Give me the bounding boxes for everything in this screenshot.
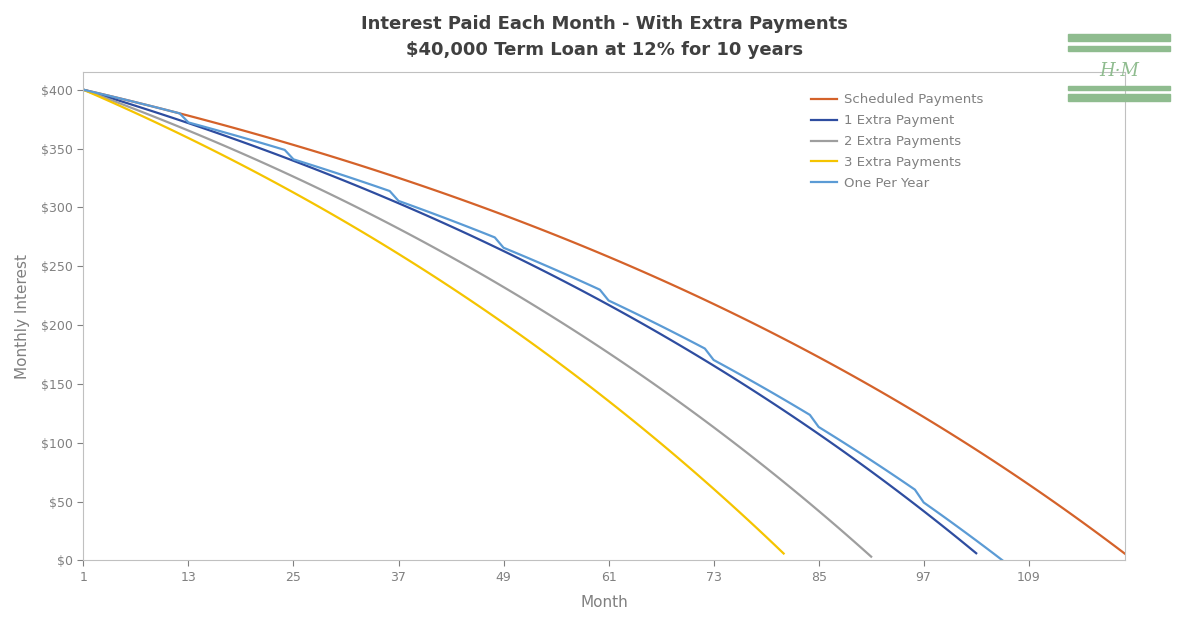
2 Extra Payments [173,123,187,131]
One Per Year [77,86,91,94]
One Per Year [610,301,624,308]
3 Extra Payments [461,296,475,303]
2 Extra Payments [846,538,860,545]
One Per Year [619,305,634,312]
2 Extra Payments [77,86,91,94]
Scheduled Payments [77,86,91,94]
One Per Year [672,331,686,339]
One Per Year [995,557,1009,564]
1 Extra Payment [882,481,896,488]
One Per Year [707,356,721,364]
One Per Year [872,462,887,470]
3 Extra Payments [707,485,721,492]
1 Extra Payment [890,488,905,495]
3 Extra Payments [593,391,607,398]
Scheduled Payments [899,402,913,410]
2 Extra Payments [838,530,852,538]
Bar [1068,86,1170,90]
Scheduled Payments [1118,550,1133,558]
Scheduled Payments [794,344,809,352]
Title: Interest Paid Each Month - With Extra Payments
$40,000 Term Loan at 12% for 10 y: Interest Paid Each Month - With Extra Pa… [361,15,847,59]
2 Extra Payments [864,553,878,561]
3 Extra Payments [776,550,791,558]
One Per Year [102,92,116,99]
1 Extra Payment [322,171,336,178]
Scheduled Payments [295,144,310,151]
Line: 2 Extra Payments: 2 Extra Payments [84,90,871,557]
Bar [1068,34,1170,41]
1 Extra Payment [907,501,922,508]
2 Extra Payments [277,169,292,176]
Y-axis label: Monthly Interest: Monthly Interest [14,254,30,379]
X-axis label: Month: Month [581,595,628,610]
Scheduled Payments [1082,524,1097,531]
Scheduled Payments [356,162,371,170]
Line: 1 Extra Payment: 1 Extra Payment [84,90,977,553]
1 Extra Payment [77,86,91,94]
2 Extra Payments [742,450,756,458]
3 Extra Payments [680,462,695,469]
Bar [1068,94,1170,101]
3 Extra Payments [77,86,91,94]
Text: H·M: H·M [1099,62,1139,79]
3 Extra Payments [646,432,660,440]
Line: 3 Extra Payments: 3 Extra Payments [84,90,784,554]
1 Extra Payment [864,468,878,475]
Line: Scheduled Payments: Scheduled Payments [84,90,1126,554]
Scheduled Payments [654,276,668,284]
1 Extra Payment [970,549,984,557]
Line: One Per Year: One Per Year [84,90,1002,561]
3 Extra Payments [514,332,528,339]
1 Extra Payment [593,296,607,304]
Bar [1068,46,1170,51]
2 Extra Payments [260,161,275,168]
Legend: Scheduled Payments, 1 Extra Payment, 2 Extra Payments, 3 Extra Payments, One Per: Scheduled Payments, 1 Extra Payment, 2 E… [811,93,983,190]
